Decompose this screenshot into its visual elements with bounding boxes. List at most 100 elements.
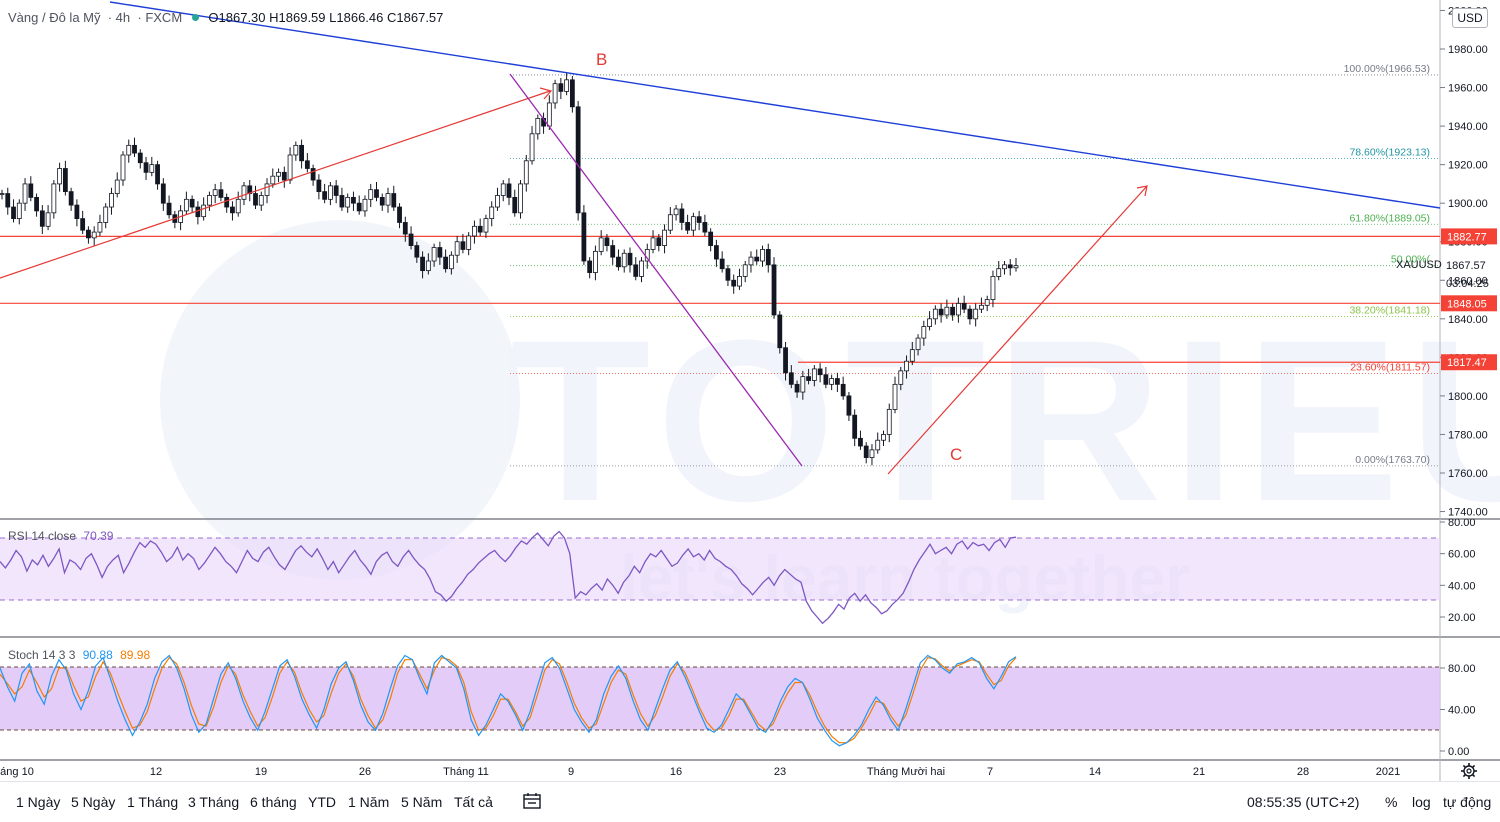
candle-body <box>829 378 835 385</box>
candle-body <box>973 308 979 320</box>
blue-trendline <box>109 1 1441 209</box>
auto-toggle[interactable]: tự động <box>1443 794 1492 810</box>
current-symbol: XAUUSD <box>1396 259 1442 271</box>
candle-body <box>183 198 189 212</box>
candle-body <box>431 247 437 262</box>
range-button[interactable]: 1 Tháng <box>127 794 179 810</box>
candle-body <box>529 133 535 162</box>
candle-body <box>57 168 63 185</box>
candle-body <box>627 252 633 266</box>
range-button[interactable]: 3 Tháng <box>188 794 240 810</box>
current-price: 1867.57 <box>1446 260 1486 272</box>
rsi-tick-label: 20.00 <box>1448 612 1476 624</box>
candle-body <box>840 383 846 397</box>
symbol-legend[interactable]: Vàng / Đô la Mỹ · 4h · FXCM O1867.30 H18… <box>8 10 444 25</box>
stoch-title: Stoch 14 3 3 <box>8 648 76 662</box>
candle-body <box>737 276 742 287</box>
candle-body <box>1013 265 1019 269</box>
time-axis[interactable]: áng 10 12 19 26 Tháng 11 9 16 23 Tháng Mười hai 7… <box>0 766 1400 778</box>
candle-body <box>564 79 570 92</box>
candle-body <box>881 434 886 441</box>
candle-body <box>270 175 276 185</box>
candle-body <box>345 196 351 208</box>
fib-level-label: 61.80%(1889.05) <box>1349 212 1430 224</box>
candle-body <box>253 193 258 206</box>
candle-body <box>420 256 425 272</box>
settings-gear-icon[interactable] <box>1461 763 1477 779</box>
candle-body <box>339 195 345 208</box>
stoch-legend[interactable]: Stoch 14 3 3 90.88 89.98 <box>8 648 150 662</box>
candle-body <box>114 179 120 194</box>
candle-body <box>235 198 241 214</box>
purple-down-trendline <box>509 73 803 467</box>
candle-body <box>68 191 74 206</box>
candle-body <box>696 216 702 223</box>
range-button[interactable]: 6 tháng <box>250 794 297 810</box>
candle-body <box>708 231 714 246</box>
symbol-name: Vàng / Đô la Mỹ <box>8 10 101 25</box>
currency-button[interactable]: USD <box>1452 8 1488 28</box>
candle-body <box>702 222 708 233</box>
candle-body <box>1002 264 1007 270</box>
candle-body <box>477 225 483 233</box>
rsi-title: RSI 14 close <box>8 529 77 543</box>
candle-body <box>817 368 823 376</box>
current-price-label: XAUUSD 1867.57 03:04:25 <box>1396 259 1489 290</box>
candle-body <box>610 245 616 258</box>
percent-toggle[interactable]: % <box>1385 794 1398 810</box>
candle-body <box>489 206 495 219</box>
clock-display[interactable]: 08:55:35 (UTC+2) <box>1247 794 1360 810</box>
price-label-bg <box>1441 228 1497 245</box>
bar-countdown: 03:04:25 <box>1446 278 1489 290</box>
candle-body <box>11 206 16 219</box>
candle-body <box>990 276 996 300</box>
candle-body <box>552 83 558 104</box>
range-button[interactable]: 5 Ngày <box>71 794 116 810</box>
candle-body <box>437 247 443 258</box>
fib-level-label: 50.00%( <box>1391 254 1431 266</box>
candle-body <box>656 237 662 246</box>
price-label-text: 1882.77 <box>1447 231 1487 243</box>
candle-body <box>402 222 408 235</box>
rsi-legend[interactable]: RSI 14 close 70.39 <box>8 529 113 543</box>
range-button[interactable]: 1 Ngày <box>16 794 61 810</box>
range-button[interactable]: 1 Năm <box>348 794 390 810</box>
candle-body <box>523 160 529 185</box>
time-tick-label: 14 <box>1089 766 1101 778</box>
range-button[interactable]: 5 Năm <box>401 794 443 810</box>
candle-body <box>685 222 691 231</box>
candle-body <box>662 229 667 246</box>
candle-body <box>984 299 990 306</box>
candle-body <box>195 206 201 218</box>
candlestick-series <box>0 72 1019 466</box>
drawings[interactable]: B C <box>0 1 1441 475</box>
candle-body <box>852 414 858 439</box>
range-button[interactable]: Tất cả <box>454 794 493 810</box>
candle-body <box>230 206 235 214</box>
candle-body <box>731 279 737 287</box>
candle-body <box>858 437 863 447</box>
date-range-icon[interactable] <box>523 793 541 809</box>
candle-body <box>304 160 310 169</box>
wave-label-b: B <box>596 50 607 69</box>
candle-body <box>800 376 806 393</box>
log-toggle[interactable]: log <box>1412 794 1431 810</box>
candle-body <box>921 326 927 339</box>
candle-body <box>201 204 207 218</box>
range-button[interactable]: YTD <box>308 794 336 810</box>
ohlc-close: C1867.57 <box>387 10 444 25</box>
rsi-tick-label: 40.00 <box>1448 580 1476 592</box>
candle-body <box>938 308 944 316</box>
candle-body <box>281 171 287 181</box>
candle-body <box>103 206 109 223</box>
candle-body <box>506 183 512 198</box>
rsi-tick-label: 80.00 <box>1448 517 1476 529</box>
price-tick-label: 1800.00 <box>1448 391 1488 403</box>
pane-separators <box>0 0 1500 781</box>
candle-body <box>414 245 420 258</box>
candle-body <box>51 183 57 214</box>
candle-body <box>495 195 500 208</box>
exchange: FXCM <box>145 10 183 25</box>
candle-body <box>834 378 840 385</box>
